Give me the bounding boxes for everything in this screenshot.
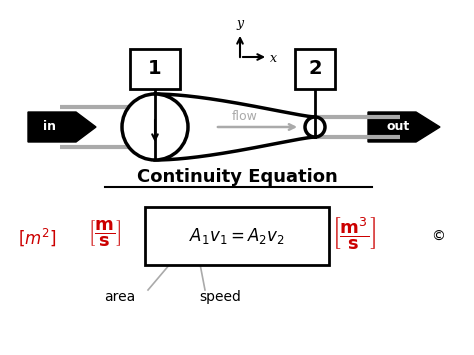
Text: out: out (386, 120, 410, 133)
FancyBboxPatch shape (145, 207, 329, 265)
Text: speed: speed (199, 290, 241, 304)
Text: x: x (270, 53, 277, 66)
Circle shape (122, 94, 188, 160)
Text: Continuity Equation: Continuity Equation (137, 168, 337, 186)
Text: area: area (104, 290, 136, 304)
Circle shape (305, 117, 325, 137)
Text: $\left[\dfrac{\mathbf{m}^3}{\mathbf{s}}\right]$: $\left[\dfrac{\mathbf{m}^3}{\mathbf{s}}\… (332, 215, 376, 251)
Text: 2: 2 (308, 60, 322, 78)
FancyArrow shape (28, 112, 96, 142)
FancyBboxPatch shape (295, 49, 335, 89)
Text: $[m^2]$: $[m^2]$ (18, 226, 56, 248)
Text: in: in (44, 120, 56, 133)
Text: 1: 1 (148, 60, 162, 78)
Text: ©: © (431, 230, 445, 244)
Text: y: y (237, 17, 244, 30)
Text: flow: flow (232, 110, 258, 123)
Text: $A_1 v_1 = A_2 v_2$: $A_1 v_1 = A_2 v_2$ (189, 226, 285, 246)
FancyBboxPatch shape (130, 49, 180, 89)
FancyArrow shape (368, 112, 440, 142)
Text: $\left[\dfrac{\mathbf{m}}{\mathbf{s}}\right]$: $\left[\dfrac{\mathbf{m}}{\mathbf{s}}\ri… (88, 218, 121, 248)
